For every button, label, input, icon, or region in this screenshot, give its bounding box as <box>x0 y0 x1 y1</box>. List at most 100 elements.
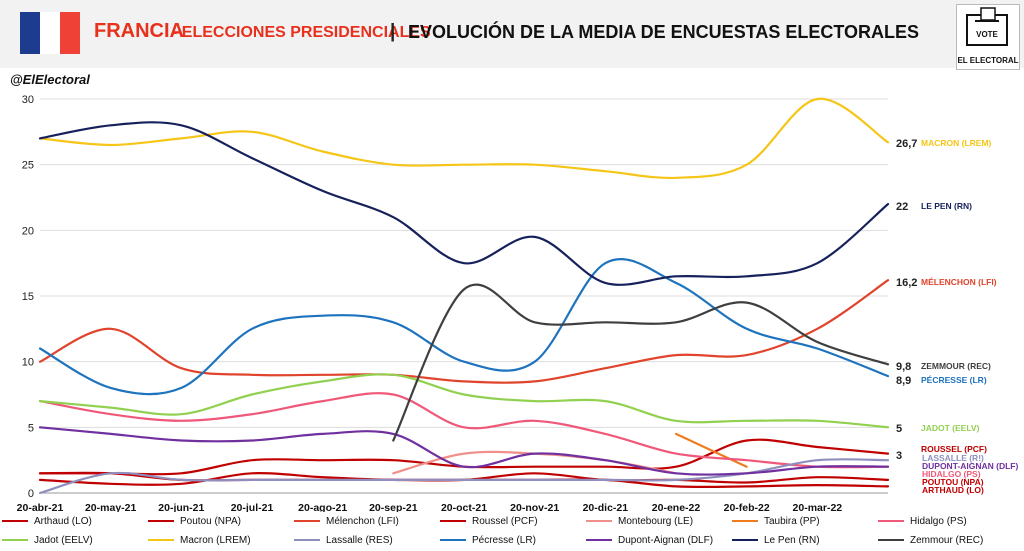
end-label-lassalle-res: LASSALLE (R!) <box>922 453 984 463</box>
flag-stripe-blue <box>20 12 40 54</box>
end-label-m-lenchon-lfi: MÉLENCHON (LFI) <box>921 277 997 287</box>
end-label-roussel-pcf: ROUSSEL (PCF) <box>921 444 987 454</box>
series-line-m-lenchon-lfi <box>38 279 890 384</box>
y-tick-label: 15 <box>22 291 34 303</box>
title-country: FRANCIA <box>94 20 184 42</box>
legend: Arthaud (LO) Poutou (NPA) Mélenchon (LFI) R… <box>0 512 1024 551</box>
poll-evolution-chart: 0 5 10 15 20 25 30 20-abr-21 20-may-21 20-jun-21… <box>17 94 1019 512</box>
series-lines <box>38 97 890 495</box>
y-tick-label: 0 <box>28 488 34 500</box>
legend-swatch <box>586 539 612 541</box>
end-value-le-pen-rn: 22 <box>896 201 908 213</box>
legend-item-arthaud-lo: Arthaud (LO) <box>2 513 92 529</box>
series-line-macron-lrem <box>38 97 890 180</box>
watermark: @ElElectoral <box>10 72 90 87</box>
legend-item-montebourg-le: Montebourg (LE) <box>586 513 693 529</box>
y-tick-label: 20 <box>22 225 34 237</box>
end-label-le-pen-rn: LE PEN (RN) <box>921 201 972 211</box>
end-value-zemmour-rec: 9,8 <box>896 361 911 373</box>
legend-label: Taubira (PP) <box>764 515 820 527</box>
legend-label: Poutou (NPA) <box>180 515 241 527</box>
ballot-box-icon: VOTE <box>966 7 1008 46</box>
end-label-poutou-npa: POUTOU (NPA) <box>922 477 984 487</box>
logo-vote-text: VOTE <box>976 30 998 39</box>
end-label-dupont-aignan-dlf: DUPONT-AIGNAN (DLF) <box>922 461 1018 471</box>
legend-label: Hidalgo (PS) <box>910 515 967 527</box>
legend-item-roussel-pcf: Roussel (PCF) <box>440 513 538 529</box>
x-tick-label: 20-jul-21 <box>231 502 274 512</box>
legend-item-taubira-pp: Taubira (PP) <box>732 513 820 529</box>
legend-label: Roussel (PCF) <box>472 515 538 527</box>
legend-item-dupont-aignan-dlf: Dupont-Aignan (DLF) <box>586 532 713 548</box>
series-line-le-pen-rn <box>38 121 890 286</box>
x-tick-label: 20-jun-21 <box>158 502 204 512</box>
legend-swatch <box>878 520 904 522</box>
x-axis-ticks: 20-abr-21 20-may-21 20-jun-21 20-jul-21 20-a… <box>17 502 843 512</box>
flag-stripe-red <box>60 12 80 54</box>
series-line-lassalle-res <box>38 458 890 495</box>
end-value-macron-lrem: 26,7 <box>896 138 917 150</box>
legend-label: Arthaud (LO) <box>34 515 92 527</box>
end-value-roussel-pcf: 3 <box>896 450 902 462</box>
title-elections: - ELECCIONES PRESIDENCIALES <box>172 24 431 41</box>
legend-label: Dupont-Aignan (DLF) <box>618 534 714 546</box>
legend-label: Le Pen (RN) <box>764 534 820 546</box>
legend-swatch <box>2 520 28 522</box>
series-line-jadot-eelv <box>38 373 890 429</box>
end-label-zemmour-rec: ZEMMOUR (REC) <box>921 361 991 371</box>
y-tick-label: 5 <box>28 422 34 434</box>
france-flag <box>20 12 80 54</box>
end-value-m-lenchon-lfi: 16,2 <box>896 277 917 289</box>
y-tick-label: 25 <box>22 160 34 172</box>
legend-swatch <box>294 520 320 522</box>
legend-swatch <box>148 520 174 522</box>
grid <box>40 98 888 494</box>
legend-item-lassalle-res: Lassalle (RES) <box>294 532 393 548</box>
x-tick-label: 20-mar-22 <box>793 502 843 512</box>
series-line-zemmour-rec <box>392 283 890 442</box>
y-tick-label: 10 <box>22 357 34 369</box>
legend-swatch <box>148 539 174 541</box>
x-tick-label: 20-sep-21 <box>369 502 418 512</box>
legend-label: Montebourg (LE) <box>618 515 694 527</box>
x-tick-label: 20-dic-21 <box>583 502 629 512</box>
legend-item-macron-lrem: Macron (LREM) <box>148 532 251 548</box>
end-label-p-cresse-lr: PÉCRESSE (LR) <box>921 375 987 385</box>
legend-item-hidalgo-ps: Hidalgo (PS) <box>878 513 967 529</box>
legend-label: Macron (LREM) <box>180 534 251 546</box>
y-tick-label: 30 <box>22 94 34 106</box>
legend-swatch <box>294 539 320 541</box>
legend-item-poutou-npa: Poutou (NPA) <box>148 513 241 529</box>
legend-swatch <box>2 539 28 541</box>
flag-stripe-white <box>40 12 60 54</box>
end-value-p-cresse-lr: 8,9 <box>896 375 911 387</box>
legend-swatch <box>586 520 612 522</box>
title-separator: | <box>390 21 396 42</box>
legend-swatch <box>440 520 466 522</box>
series-line-taubira-pp <box>674 432 748 468</box>
legend-item-zemmour-rec: Zemmour (REC) <box>878 532 983 548</box>
x-tick-label: 20-may-21 <box>85 502 137 512</box>
x-tick-label: 20-oct-21 <box>441 502 487 512</box>
logo-text: EL ELECTORAL <box>957 56 1019 65</box>
x-tick-label: 20-feb-22 <box>724 502 770 512</box>
end-value-jadot-eelv: 5 <box>896 423 902 435</box>
legend-item-le-pen-rn: Le Pen (RN) <box>732 532 820 548</box>
series-line-dupont-aignan-dlf <box>38 426 890 476</box>
end-labels: ARTHAUD (LO)POUTOU (NPA) 16,2 MÉLENCHON (L… <box>896 138 1018 495</box>
end-label-hidalgo-ps: HIDALGO (PS) <box>922 469 981 479</box>
y-axis-ticks: 0 5 10 15 20 25 30 <box>22 94 34 500</box>
legend-swatch <box>440 539 466 541</box>
x-tick-label: 20-nov-21 <box>510 502 559 512</box>
x-tick-label: 20-ene-22 <box>652 502 701 512</box>
chart-title: EVOLUCIÓN DE LA MEDIA DE ENCUESTAS ELECT… <box>408 22 920 42</box>
end-label-jadot-eelv: JADOT (EELV) <box>921 423 980 433</box>
series-line-p-cresse-lr <box>38 258 890 396</box>
x-tick-label: 20-abr-21 <box>17 502 64 512</box>
legend-label: Jadot (EELV) <box>34 534 93 546</box>
legend-label: Lassalle (RES) <box>326 534 393 546</box>
end-label-arthaud-lo: ARTHAUD (LO) <box>922 485 984 495</box>
legend-swatch <box>732 520 758 522</box>
legend-item-p-cresse-lr: Pécresse (LR) <box>440 532 536 548</box>
legend-label: Pécresse (LR) <box>472 534 536 546</box>
